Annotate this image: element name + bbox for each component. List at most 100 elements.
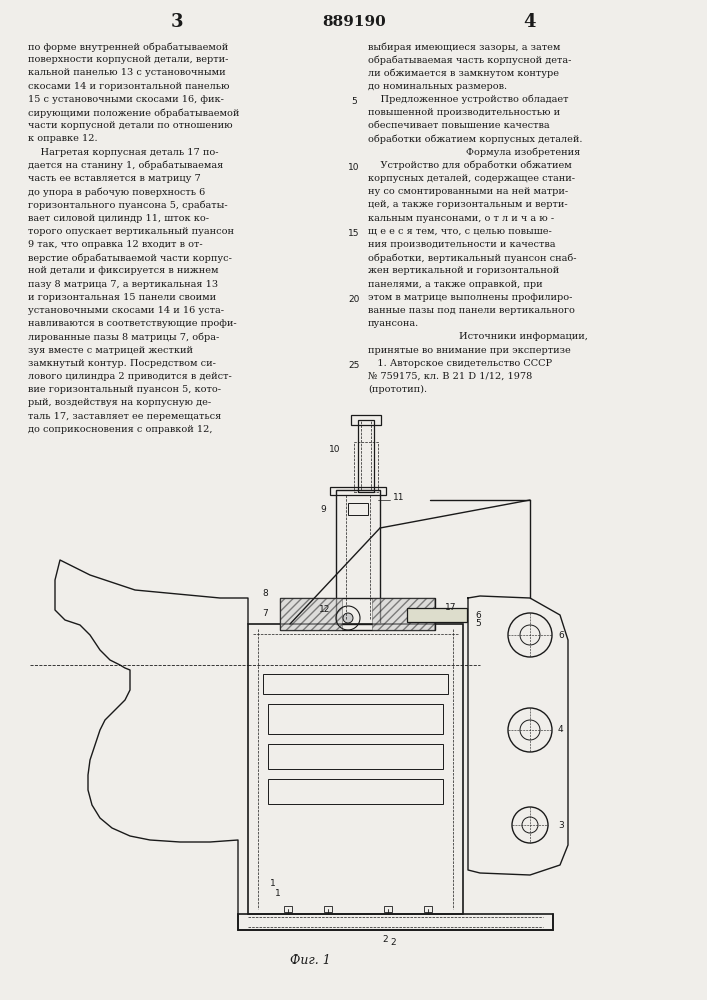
Text: 3: 3 (558, 820, 563, 830)
Text: таль 17, заставляет ее перемещаться: таль 17, заставляет ее перемещаться (28, 412, 221, 421)
Text: ния производительности и качества: ния производительности и качества (368, 240, 556, 249)
Bar (372, 598, 434, 630)
Text: 1: 1 (275, 890, 281, 898)
Text: вие горизонтальный пуансон 5, кото-: вие горизонтальный пуансон 5, кото- (28, 385, 221, 394)
Text: до номинальных размеров.: до номинальных размеров. (368, 82, 507, 91)
Text: к оправке 12.: к оправке 12. (28, 134, 98, 143)
Text: до соприкосновения с оправкой 12,: до соприкосновения с оправкой 12, (28, 425, 213, 434)
Text: 15 с установочными скосами 16, фик-: 15 с установочными скосами 16, фик- (28, 95, 224, 104)
Text: Предложенное устройство обладает: Предложенное устройство обладает (368, 95, 568, 104)
Text: замкнутый контур. Посредством си-: замкнутый контур. Посредством си- (28, 359, 216, 368)
Text: (прототип).: (прототип). (368, 385, 427, 394)
Text: поверхности корпусной детали, верти-: поверхности корпусной детали, верти- (28, 55, 228, 64)
Text: обработки обжатием корпусных деталей.: обработки обжатием корпусных деталей. (368, 134, 583, 144)
Bar (280, 598, 435, 630)
Text: 11: 11 (393, 492, 404, 502)
Text: 15: 15 (349, 229, 360, 238)
Text: щ е е с я тем, что, с целью повыше-: щ е е с я тем, что, с целью повыше- (368, 227, 551, 236)
Text: панелями, а также оправкой, при: панелями, а также оправкой, при (368, 280, 543, 289)
Bar (248, 624, 463, 914)
Text: 8: 8 (262, 588, 268, 597)
Text: Нагретая корпусная деталь 17 по-: Нагретая корпусная деталь 17 по- (28, 148, 218, 157)
Text: лированные пазы 8 матрицы 7, обра-: лированные пазы 8 матрицы 7, обра- (28, 332, 219, 342)
Text: выбирая имеющиеся зазоры, а затем: выбирая имеющиеся зазоры, а затем (368, 42, 561, 51)
Text: жен вертикальной и горизонтальной: жен вертикальной и горизонтальной (368, 266, 559, 275)
Text: 5: 5 (475, 619, 481, 629)
Text: обеспечивает повышение качества: обеспечивает повышение качества (368, 121, 549, 130)
Text: обработки, вертикальный пуансон снаб-: обработки, вертикальный пуансон снаб- (368, 253, 576, 263)
Text: скосами 14 и горизонтальной панелью: скосами 14 и горизонтальной панелью (28, 82, 230, 91)
Text: 2: 2 (382, 935, 388, 944)
Text: 1: 1 (270, 880, 276, 888)
Text: сирующими положение обрабатываемой: сирующими положение обрабатываемой (28, 108, 240, 117)
Text: 3: 3 (171, 13, 183, 31)
Text: Формула изобретения: Формула изобретения (466, 148, 580, 157)
Text: корпусных деталей, содержащее стани-: корпусных деталей, содержащее стани- (368, 174, 575, 183)
Text: этом в матрице выполнены профилиро-: этом в матрице выполнены профилиро- (368, 293, 573, 302)
Bar (268, 704, 443, 734)
Text: 1. Авторское свидетельство СССР: 1. Авторское свидетельство СССР (368, 359, 552, 368)
Bar (280, 598, 342, 630)
Text: 10: 10 (329, 446, 340, 454)
Text: торого опускает вертикальный пуансон: торого опускает вертикальный пуансон (28, 227, 234, 236)
Text: 4: 4 (558, 726, 563, 734)
Bar (348, 503, 368, 515)
Text: 2: 2 (390, 938, 396, 947)
Bar (354, 442, 378, 492)
Text: пазу 8 матрица 7, а вертикальная 13: пазу 8 матрица 7, а вертикальная 13 (28, 280, 218, 289)
Bar (284, 906, 292, 912)
Text: принятые во внимание при экспертизе: принятые во внимание при экспертизе (368, 346, 571, 355)
Bar (238, 914, 553, 930)
Bar (263, 674, 448, 694)
Bar (336, 490, 380, 624)
Text: ну со смонтированными на ней матри-: ну со смонтированными на ней матри- (368, 187, 568, 196)
Text: 6: 6 (558, 631, 563, 640)
Text: 17: 17 (445, 602, 457, 611)
Text: часть ее вставляется в матрицу 7: часть ее вставляется в матрицу 7 (28, 174, 201, 183)
Text: установочными скосами 14 и 16 уста-: установочными скосами 14 и 16 уста- (28, 306, 224, 315)
Text: 25: 25 (349, 361, 360, 370)
Text: части корпусной детали по отношению: части корпусной детали по отношению (28, 121, 233, 130)
Text: горизонтального пуансона 5, срабаты-: горизонтального пуансона 5, срабаты- (28, 200, 228, 210)
Text: верстие обрабатываемой части корпус-: верстие обрабатываемой части корпус- (28, 253, 232, 263)
Text: Фиг. 1: Фиг. 1 (290, 954, 330, 966)
Text: повышенной производительностью и: повышенной производительностью и (368, 108, 560, 117)
Text: кальной панелью 13 с установочными: кальной панелью 13 с установочными (28, 68, 226, 77)
Text: 9 так, что оправка 12 входит в от-: 9 так, что оправка 12 входит в от- (28, 240, 203, 249)
Text: ной детали и фиксируется в нижнем: ной детали и фиксируется в нижнем (28, 266, 218, 275)
Circle shape (343, 613, 353, 623)
Text: № 759175, кл. В 21 D 1/12, 1978: № 759175, кл. В 21 D 1/12, 1978 (368, 372, 532, 381)
Text: 5: 5 (351, 97, 357, 106)
Bar (384, 906, 392, 912)
Text: до упора в рабочую поверхность 6: до упора в рабочую поверхность 6 (28, 187, 205, 197)
Text: ли обжимается в замкнутом контуре: ли обжимается в замкнутом контуре (368, 68, 559, 78)
Text: цей, а также горизонтальным и верти-: цей, а также горизонтальным и верти- (368, 200, 568, 209)
Text: 12: 12 (319, 605, 330, 614)
Text: зуя вместе с матрицей жесткий: зуя вместе с матрицей жесткий (28, 346, 193, 355)
Text: вает силовой цилиндр 11, шток ко-: вает силовой цилиндр 11, шток ко- (28, 214, 209, 223)
Text: 889190: 889190 (322, 15, 386, 29)
Text: 7: 7 (262, 609, 268, 618)
Text: навливаются в соответствующие профи-: навливаются в соответствующие профи- (28, 319, 237, 328)
Text: кальным пуансонами, о т л и ч а ю -: кальным пуансонами, о т л и ч а ю - (368, 214, 554, 223)
Text: Источники информации,: Источники информации, (459, 332, 588, 341)
Text: 10: 10 (349, 163, 360, 172)
Text: 6: 6 (475, 610, 481, 619)
Bar (424, 906, 432, 912)
Text: пуансона.: пуансона. (368, 319, 419, 328)
Bar (268, 779, 443, 804)
Text: рый, воздействуя на корпусную де-: рый, воздействуя на корпусную де- (28, 398, 211, 407)
Bar (351, 415, 381, 425)
Bar (268, 744, 443, 769)
Text: ванные пазы под панели вертикального: ванные пазы под панели вертикального (368, 306, 575, 315)
Text: обрабатываемая часть корпусной дета-: обрабатываемая часть корпусной дета- (368, 55, 571, 65)
Text: 4: 4 (524, 13, 536, 31)
Bar (407, 608, 467, 622)
Text: и горизонтальная 15 панели своими: и горизонтальная 15 панели своими (28, 293, 216, 302)
Text: Устройство для обработки обжатием: Устройство для обработки обжатием (368, 161, 572, 170)
Text: дается на станину 1, обрабатываемая: дается на станину 1, обрабатываемая (28, 161, 223, 170)
Bar (330, 487, 386, 495)
Text: 9: 9 (320, 506, 326, 514)
Text: по форме внутренней обрабатываемой: по форме внутренней обрабатываемой (28, 42, 228, 51)
Bar (358, 420, 374, 492)
